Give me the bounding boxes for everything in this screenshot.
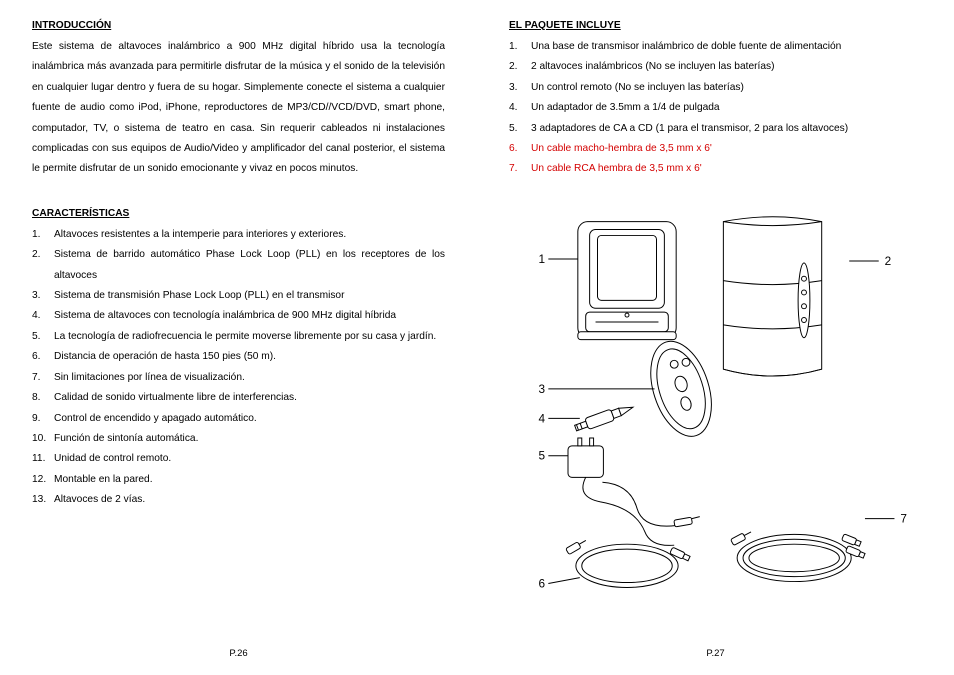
package-item: 6.Un cable macho-hembra de 3,5 mm x 6': [509, 139, 922, 159]
page-number-left: P.26: [0, 648, 477, 659]
package-number: 5.: [509, 119, 531, 139]
feature-number: 8.: [32, 388, 54, 408]
package-title: EL PAQUETE INCLUYE: [509, 20, 922, 31]
feature-item: 13.Altavoces de 2 vías.: [32, 490, 445, 510]
package-text: 3 adaptadores de CA a CD (1 para el tran…: [531, 119, 922, 139]
feature-item: 11.Unidad de control remoto.: [32, 449, 445, 469]
feature-item: 8.Calidad de sonido virtualmente libre d…: [32, 388, 445, 408]
feature-number: 3.: [32, 286, 54, 306]
feature-text: Unidad de control remoto.: [54, 449, 445, 469]
package-diagram: 1 2 3 4 5 6 7: [509, 202, 922, 598]
diagram-label-6: 6: [539, 577, 546, 590]
diagram-cable-rca: [731, 529, 866, 581]
package-text: Una base de transmisor inalámbrico de do…: [531, 37, 922, 57]
feature-item: 3.Sistema de transmisión Phase Lock Loop…: [32, 286, 445, 306]
package-item: 5.3 adaptadores de CA a CD (1 para el tr…: [509, 119, 922, 139]
feature-text: Calidad de sonido virtualmente libre de …: [54, 388, 445, 408]
feature-item: 7.Sin limitaciones por línea de visualiz…: [32, 368, 445, 388]
feature-number: 12.: [32, 470, 54, 490]
feature-item: 10.Función de sintonía automática.: [32, 429, 445, 449]
package-text: Un control remoto (No se incluyen las ba…: [531, 78, 922, 98]
page-left: INTRODUCCIÓN Este sistema de altavoces i…: [0, 0, 477, 675]
feature-number: 1.: [32, 225, 54, 245]
feature-number: 2.: [32, 245, 54, 286]
feature-text: Función de sintonía automática.: [54, 429, 445, 449]
package-number: 6.: [509, 139, 531, 159]
feature-text: Montable en la pared.: [54, 470, 445, 490]
feature-text: Distancia de operación de hasta 150 pies…: [54, 347, 445, 367]
feature-text: Altavoces de 2 vías.: [54, 490, 445, 510]
package-number: 3.: [509, 78, 531, 98]
package-text: 2 altavoces inalámbricos (No se incluyen…: [531, 57, 922, 77]
feature-item: 5.La tecnología de radiofrecuencia le pe…: [32, 327, 445, 347]
package-list: 1.Una base de transmisor inalámbrico de …: [509, 37, 922, 180]
package-number: 2.: [509, 57, 531, 77]
feature-item: 1.Altavoces resistentes a la intemperie …: [32, 225, 445, 245]
feature-number: 9.: [32, 409, 54, 429]
diagram-transmitter: [578, 222, 676, 340]
feature-text: Sistema de barrido automático Phase Lock…: [54, 245, 445, 286]
feature-text: Altavoces resistentes a la intemperie pa…: [54, 225, 445, 245]
page-number-right: P.27: [477, 648, 954, 659]
package-item: 1.Una base de transmisor inalámbrico de …: [509, 37, 922, 57]
diagram-label-3: 3: [539, 383, 546, 396]
package-item: 2.2 altavoces inalámbricos (No se incluy…: [509, 57, 922, 77]
feature-number: 13.: [32, 490, 54, 510]
diagram-label-2: 2: [885, 255, 892, 268]
diagram-svg: 1 2 3 4 5 6 7: [509, 202, 922, 595]
page-right: EL PAQUETE INCLUYE 1.Una base de transmi…: [477, 0, 954, 675]
package-text: Un cable RCA hembra de 3,5 mm x 6': [531, 159, 922, 179]
diagram-label-5: 5: [539, 449, 546, 462]
feature-text: La tecnología de radiofrecuencia le perm…: [54, 327, 445, 347]
package-text: Un adaptador de 3.5mm a 1/4 de pulgada: [531, 98, 922, 118]
package-number: 1.: [509, 37, 531, 57]
feature-text: Control de encendido y apagado automátic…: [54, 409, 445, 429]
feature-text: Sin limitaciones por línea de visualizac…: [54, 368, 445, 388]
package-number: 4.: [509, 98, 531, 118]
features-title: CARACTERÍSTICAS: [32, 208, 445, 219]
feature-number: 4.: [32, 306, 54, 326]
feature-item: 9.Control de encendido y apagado automát…: [32, 409, 445, 429]
feature-item: 12.Montable en la pared.: [32, 470, 445, 490]
feature-number: 10.: [32, 429, 54, 449]
package-item: 3.Un control remoto (No se incluyen las …: [509, 78, 922, 98]
feature-number: 6.: [32, 347, 54, 367]
features-list: 1.Altavoces resistentes a la intemperie …: [32, 225, 445, 511]
diagram-adapter-jack: [574, 402, 635, 434]
package-number: 7.: [509, 159, 531, 179]
intro-title: INTRODUCCIÓN: [32, 20, 445, 31]
feature-item: 6.Distancia de operación de hasta 150 pi…: [32, 347, 445, 367]
feature-number: 5.: [32, 327, 54, 347]
diagram-label-1: 1: [539, 253, 546, 266]
intro-text: Este sistema de altavoces inalámbrico a …: [32, 37, 445, 180]
diagram-label-7: 7: [900, 512, 907, 525]
package-item: 4.Un adaptador de 3.5mm a 1/4 de pulgada: [509, 98, 922, 118]
feature-item: 2.Sistema de barrido automático Phase Lo…: [32, 245, 445, 286]
feature-item: 4.Sistema de altavoces con tecnología in…: [32, 306, 445, 326]
feature-text: Sistema de altavoces con tecnología inal…: [54, 306, 445, 326]
diagram-speaker: [723, 217, 821, 376]
package-item: 7.Un cable RCA hembra de 3,5 mm x 6': [509, 159, 922, 179]
diagram-ac-adapter: [568, 438, 700, 545]
package-text: Un cable macho-hembra de 3,5 mm x 6': [531, 139, 922, 159]
feature-number: 11.: [32, 449, 54, 469]
diagram-label-4: 4: [539, 412, 546, 425]
feature-number: 7.: [32, 368, 54, 388]
feature-text: Sistema de transmisión Phase Lock Loop (…: [54, 286, 445, 306]
